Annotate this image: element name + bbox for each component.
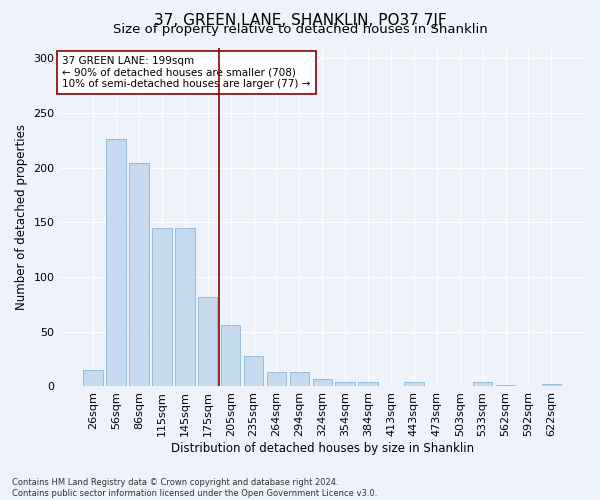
Bar — [152, 228, 172, 386]
X-axis label: Distribution of detached houses by size in Shanklin: Distribution of detached houses by size … — [171, 442, 474, 455]
Bar — [335, 382, 355, 386]
Text: Contains HM Land Registry data © Crown copyright and database right 2024.
Contai: Contains HM Land Registry data © Crown c… — [12, 478, 377, 498]
Bar — [198, 297, 217, 386]
Text: 37 GREEN LANE: 199sqm
← 90% of detached houses are smaller (708)
10% of semi-det: 37 GREEN LANE: 199sqm ← 90% of detached … — [62, 56, 311, 89]
Bar — [404, 382, 424, 386]
Bar — [542, 384, 561, 386]
Bar — [473, 382, 493, 386]
Bar — [106, 140, 126, 386]
Text: Size of property relative to detached houses in Shanklin: Size of property relative to detached ho… — [113, 22, 487, 36]
Bar — [221, 325, 241, 386]
Bar — [313, 379, 332, 386]
Bar — [83, 370, 103, 386]
Bar — [267, 372, 286, 386]
Bar — [244, 356, 263, 386]
Bar — [175, 228, 194, 386]
Bar — [358, 382, 378, 386]
Bar — [290, 372, 309, 386]
Y-axis label: Number of detached properties: Number of detached properties — [15, 124, 28, 310]
Bar — [129, 164, 149, 386]
Text: 37, GREEN LANE, SHANKLIN, PO37 7JF: 37, GREEN LANE, SHANKLIN, PO37 7JF — [154, 12, 446, 28]
